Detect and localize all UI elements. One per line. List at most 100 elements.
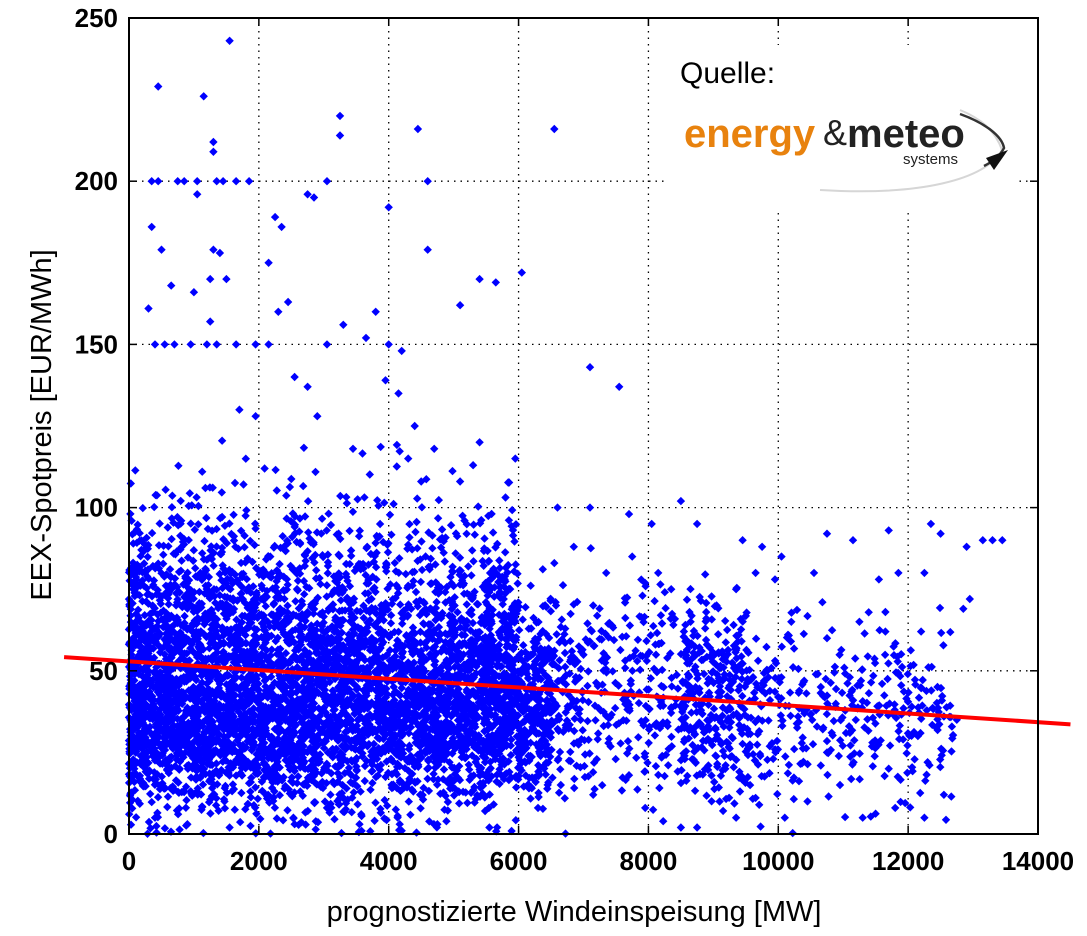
data-point: [404, 454, 413, 463]
data-point: [131, 572, 141, 582]
data-point: [416, 638, 425, 647]
data-point: [130, 578, 139, 587]
data-point: [395, 554, 404, 563]
data-point: [484, 557, 493, 566]
data-point: [260, 676, 269, 685]
data-point: [916, 627, 926, 636]
data-point: [439, 537, 448, 546]
data-point: [413, 556, 422, 566]
data-point: [182, 649, 191, 658]
data-point: [360, 776, 369, 786]
data-point: [325, 677, 334, 687]
data-point: [426, 554, 435, 563]
data-point: [379, 734, 388, 744]
data-point: [185, 489, 194, 498]
data-point: [166, 580, 175, 589]
data-point: [822, 529, 832, 538]
data-point: [403, 544, 412, 553]
data-point: [453, 608, 462, 617]
data-point: [185, 694, 195, 703]
data-point: [167, 628, 177, 637]
data-point: [170, 574, 180, 583]
data-point: [250, 681, 259, 690]
data-point: [273, 619, 282, 628]
data-point: [284, 659, 293, 668]
data-point: [556, 780, 565, 790]
data-point: [219, 535, 228, 544]
data-point: [241, 805, 250, 814]
data-point: [178, 537, 188, 547]
data-point: [364, 579, 373, 588]
data-point: [348, 625, 357, 634]
data-point: [198, 549, 207, 558]
data-point: [395, 825, 404, 835]
data-point: [466, 788, 476, 797]
data-point: [237, 618, 247, 627]
data-point: [141, 767, 150, 776]
data-point: [382, 815, 391, 825]
data-point: [495, 589, 504, 599]
data-point: [456, 665, 465, 674]
data-point: [292, 569, 301, 578]
data-point: [326, 520, 336, 530]
data-point: [328, 605, 338, 614]
data-point: [478, 634, 487, 643]
data-point: [219, 647, 228, 656]
data-point: [225, 36, 234, 45]
data-point: [230, 478, 240, 488]
data-point: [294, 612, 303, 621]
data-point: [240, 543, 249, 552]
data-point: [437, 525, 447, 534]
data-point: [150, 604, 159, 613]
data-point: [469, 520, 478, 529]
data-point: [407, 545, 417, 554]
data-point: [311, 467, 320, 477]
data-point: [134, 670, 144, 679]
data-point: [692, 519, 702, 529]
data-point: [309, 538, 318, 547]
data-point: [475, 792, 485, 801]
data-point: [244, 663, 253, 672]
data-point: [389, 499, 398, 509]
data-point: [220, 521, 230, 530]
data-point: [162, 570, 171, 579]
data-point: [433, 514, 443, 523]
data-point: [147, 222, 156, 232]
data-point: [959, 604, 968, 613]
data-point: [141, 722, 150, 731]
data-point: [394, 738, 403, 748]
data-point: [231, 177, 241, 186]
data-point: [342, 595, 351, 605]
data-point: [267, 683, 276, 692]
data-point: [446, 521, 456, 530]
data-point: [211, 626, 221, 635]
data-point: [965, 594, 974, 604]
data-point: [413, 544, 422, 553]
data-point: [148, 601, 157, 611]
data-point: [628, 552, 637, 561]
data-point: [379, 616, 388, 625]
data-point: [283, 580, 292, 589]
data-point: [421, 552, 430, 561]
data-point: [365, 470, 374, 479]
data-point: [380, 628, 390, 637]
data-point: [286, 638, 295, 647]
data-point: [154, 541, 164, 550]
data-point: [345, 526, 354, 536]
data-point: [246, 793, 256, 802]
data-point: [215, 569, 224, 579]
data-point: [667, 585, 676, 594]
data-point: [435, 588, 444, 597]
data-point: [445, 758, 454, 767]
data-point: [228, 579, 237, 588]
data-point: [214, 806, 223, 815]
data-point: [339, 320, 348, 329]
data-point: [234, 544, 243, 553]
data-point: [484, 511, 493, 521]
data-point: [319, 552, 328, 562]
data-point: [491, 543, 500, 552]
data-point: [239, 647, 249, 656]
data-point: [371, 622, 381, 631]
data-point: [465, 608, 474, 617]
data-point: [345, 582, 355, 591]
